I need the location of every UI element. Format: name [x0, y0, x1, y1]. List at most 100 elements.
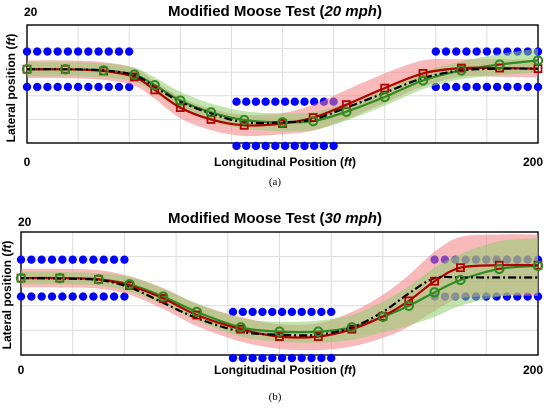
green-circle-marker — [313, 326, 324, 337]
cone-marker — [268, 353, 277, 363]
cone-marker — [290, 141, 299, 151]
cone-marker — [22, 82, 32, 92]
cone-marker — [53, 47, 62, 56]
cone-marker — [27, 292, 36, 301]
green-circle-marker — [60, 64, 71, 75]
cone-marker — [73, 47, 83, 56]
cone-marker — [261, 97, 270, 106]
caption: (b) — [269, 391, 282, 403]
cone-marker — [104, 82, 113, 92]
cone-marker — [68, 292, 77, 301]
cone-marker — [327, 307, 336, 317]
cone-marker — [297, 353, 306, 363]
green-circle-marker — [341, 106, 352, 117]
cone-marker — [248, 307, 257, 317]
cone-marker — [120, 255, 129, 264]
cone-marker — [290, 97, 299, 106]
x-tick-label-right: 200 — [523, 155, 543, 169]
cone-marker — [27, 255, 36, 264]
cone-marker — [242, 97, 251, 106]
green-circle-marker — [93, 274, 104, 285]
y-tick-label-top: 20 — [18, 215, 32, 229]
cone-marker — [462, 47, 471, 56]
green-series-line — [26, 59, 539, 124]
cone-marker — [109, 255, 119, 264]
cone-marker — [248, 353, 257, 363]
cone-marker — [84, 82, 93, 92]
cone-marker — [33, 47, 42, 56]
cone-marker — [523, 82, 532, 92]
cone-marker — [47, 292, 57, 301]
cone-marker — [232, 97, 241, 106]
reference-path-line — [26, 67, 539, 125]
red-square-marker — [456, 263, 465, 273]
cone-marker — [503, 82, 512, 92]
cone-marker — [228, 307, 238, 317]
cone-marker — [431, 47, 440, 56]
chart-title: Modified Moose Test (20 mph) — [168, 3, 382, 20]
cone-marker — [277, 353, 287, 363]
cone-marker — [58, 292, 67, 301]
cone-marker — [452, 47, 461, 56]
green-circle-marker — [274, 326, 285, 337]
green-circle-marker — [456, 65, 467, 76]
chart-panel-b: Modified Moose Test (30 mph) 20 0 200 Lo… — [0, 210, 543, 403]
cone-marker — [125, 82, 134, 92]
cone-marker — [73, 82, 83, 92]
x-tick-label-left: 0 — [24, 155, 31, 169]
cone-marker — [37, 292, 46, 301]
cone-marker — [309, 141, 319, 151]
cone-marker — [22, 47, 32, 56]
cone-marker — [125, 47, 134, 56]
cone-marker — [300, 97, 309, 106]
x-axis-label: Longitudinal Position (ft) — [214, 155, 356, 169]
red-square-marker — [380, 83, 390, 93]
cone-marker — [43, 47, 52, 56]
cone-marker — [251, 97, 261, 106]
red-square-marker — [275, 332, 284, 341]
cone-marker — [242, 141, 251, 151]
cone-marker — [297, 307, 306, 317]
cone-marker — [513, 82, 522, 92]
cone-marker — [78, 292, 88, 301]
cone-marker — [287, 353, 297, 363]
cone-marker — [271, 141, 280, 151]
green-circle-marker — [21, 64, 33, 75]
green-circle-marker — [235, 322, 246, 333]
cone-marker — [482, 47, 492, 56]
cone-marker — [317, 353, 326, 363]
cone-marker — [492, 82, 502, 92]
plot-area — [15, 231, 544, 363]
red-series-line — [20, 263, 539, 339]
cone-marker — [307, 307, 316, 317]
cone-marker — [232, 141, 241, 151]
green-circle-marker — [98, 65, 109, 76]
cone-marker — [482, 82, 492, 92]
plot-area — [21, 24, 544, 151]
green-circle-marker — [455, 274, 466, 286]
caption: (a) — [269, 176, 282, 188]
cone-marker — [58, 255, 67, 264]
x-tick-label-right: 200 — [523, 363, 543, 377]
cone-marker — [492, 47, 502, 56]
cone-marker — [33, 82, 42, 92]
green-circle-marker — [129, 69, 140, 80]
cone-marker — [300, 141, 309, 151]
cone-marker — [441, 47, 451, 56]
cone-marker — [114, 47, 124, 56]
cone-marker — [452, 82, 461, 92]
cone-marker — [441, 82, 451, 92]
green-circle-marker — [532, 260, 544, 272]
cone-marker — [261, 141, 270, 151]
cone-marker — [327, 353, 336, 363]
cone-marker — [89, 255, 98, 264]
red-square-marker — [404, 296, 414, 306]
cone-marker — [287, 307, 297, 317]
chart-title: Modified Moose Test (30 mph) — [168, 210, 382, 227]
cone-marker — [238, 307, 247, 317]
green-uncertainty-band — [21, 238, 538, 343]
cone-marker — [251, 141, 261, 151]
cone-marker — [329, 141, 338, 151]
red-square-marker — [313, 332, 323, 341]
